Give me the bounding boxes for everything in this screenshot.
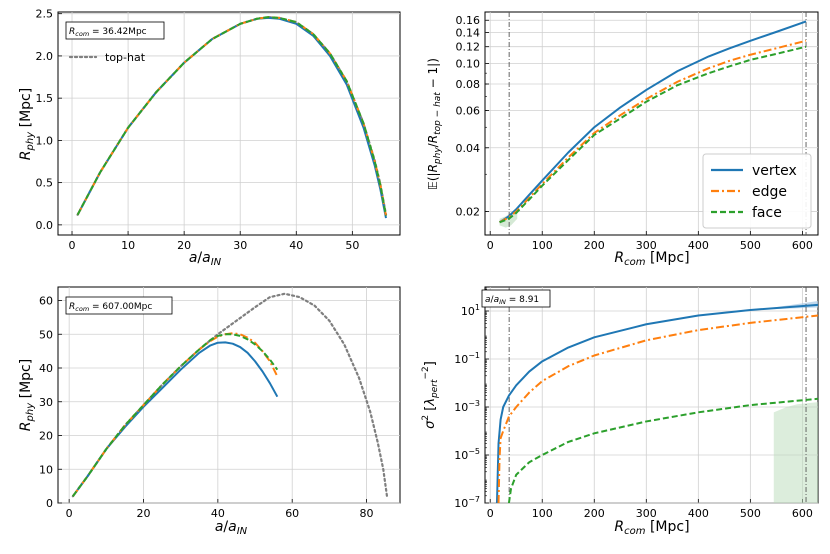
y-tick-label: 0 [46, 497, 53, 510]
series-line-vertex [499, 20, 807, 224]
x-axis-label: a/aIN [215, 519, 248, 537]
x-tick-label: 300 [636, 507, 657, 520]
x-tick-label: 500 [740, 239, 761, 252]
annotation-box: Rcom = 36.42Mpc [65, 21, 165, 40]
x-tick-label: 10 [121, 239, 135, 252]
y-tick-label: 10−5 [454, 447, 480, 462]
y-tick-label: 30 [39, 396, 53, 409]
legend-face-label: face [752, 205, 782, 221]
svg-text:a/aIN = 8.91: a/aIN = 8.91 [485, 295, 539, 306]
y-axis-label: Rphy [Mpc] [18, 88, 36, 160]
series-line-edge [76, 16, 387, 216]
x-tick-label: 500 [740, 507, 761, 520]
x-tick-label: 100 [532, 507, 553, 520]
y-tick-label: 0.5 [36, 177, 54, 190]
axes-frame [484, 11, 819, 236]
x-tick-label: 300 [636, 239, 657, 252]
series-line-vertex [495, 303, 818, 503]
y-tick-label: 40 [39, 362, 53, 375]
uncertainty-band-face [773, 402, 818, 503]
y-tick-label: 0.10 [456, 57, 481, 70]
y-tick-label: 1.0 [36, 134, 54, 147]
x-tick-label: 60 [285, 507, 299, 520]
y-tick-label: 2.0 [36, 50, 54, 63]
y-tick-label: 101 [461, 303, 480, 318]
y-tick-label: 60 [39, 295, 53, 308]
y-tick-label: 0.0 [36, 219, 54, 232]
legend: top-hat [68, 51, 146, 64]
x-axis-label: Rcom [Mpc] [614, 250, 689, 268]
x-tick-label: 0 [69, 239, 76, 252]
series-line-face [72, 333, 279, 497]
y-axis-label: Rphy [Mpc] [18, 359, 36, 431]
y-tick-label: 1.5 [36, 92, 54, 105]
legend-edge-label: edge [752, 184, 787, 200]
x-tick-label: 30 [233, 239, 247, 252]
y-axis-label: σ2 [λpert−2] [421, 361, 440, 429]
y-tick-label: 10−1 [454, 351, 480, 366]
series-line-vertex [76, 16, 387, 219]
x-tick-label: 80 [360, 507, 374, 520]
svg-text:Rcom = 607.00Mpc: Rcom = 607.00Mpc [69, 302, 152, 313]
y-tick-label: 20 [39, 430, 53, 443]
svg-text:Rcom = 36.42Mpc: Rcom = 36.42Mpc [69, 27, 147, 38]
y-tick-label: 10−7 [454, 495, 480, 510]
y-tick-label: 0.04 [456, 142, 481, 155]
y-tick-label: 0.12 [456, 41, 481, 54]
x-tick-label: 600 [792, 239, 813, 252]
legend-frame [702, 153, 812, 229]
annotation-box: a/aIN = 8.91 [481, 289, 551, 308]
y-tick-label: 0.16 [456, 14, 481, 27]
x-tick-label: 600 [792, 507, 813, 520]
panel-bottom-right: 0 100 200 300 400 500 600 10−7 10−5 10−3 10−1 101 a… [421, 286, 819, 537]
y-tick-label: 0.14 [456, 27, 481, 40]
series-line-edge [497, 314, 818, 503]
series-line-tophat [76, 15, 388, 216]
y-tick-label: 2.5 [36, 8, 54, 21]
x-tick-label: 200 [584, 507, 605, 520]
annotation-box: Rcom = 607.00Mpc [65, 296, 173, 315]
x-tick-label: 400 [688, 239, 709, 252]
x-tick-label: 0 [66, 507, 73, 520]
series-line-edge [499, 39, 807, 224]
x-tick-label: 0 [487, 239, 494, 252]
y-axis-label: 𝔼(|Rphy/Rtop − hat − 1|) [426, 58, 443, 190]
x-tick-label: 50 [345, 239, 359, 252]
x-axis-label: a/aIN [189, 250, 222, 268]
x-tick-label: 100 [532, 239, 553, 252]
y-tick-label: 0.08 [456, 78, 481, 91]
legend-tophat-label: top-hat [105, 51, 146, 64]
x-tick-label: 0 [487, 507, 494, 520]
panel-top-left: 0 10 20 30 40 50 0.0 0.5 1.0 1.5 2.0 2.5 Rcom = 36.… [18, 8, 401, 268]
panel-top-right: 0 100 200 300 400 500 600 0.02 0.04 0.06 0.08 0.10 0… [426, 11, 819, 268]
series-line-face [507, 397, 818, 503]
y-tick-label: 10 [39, 463, 53, 476]
x-tick-label: 40 [211, 507, 225, 520]
legend: vertex edge face [702, 153, 812, 229]
plot-area: 0 100 200 300 400 500 600 10−7 10−5 10−3 10−1 101 [454, 287, 818, 520]
axes-frame [57, 11, 401, 236]
legend-vertex-label: vertex [752, 163, 797, 179]
y-tick-label: 0.06 [456, 104, 481, 117]
series-line-face [76, 16, 387, 216]
y-tick-label: 10−3 [454, 399, 480, 414]
plot-area: 0 100 200 300 400 500 600 0.02 0.04 0.06 0.08 0.10 0… [456, 12, 818, 252]
x-tick-label: 40 [289, 239, 303, 252]
y-tick-label: 0.02 [456, 206, 481, 219]
x-tick-label: 20 [137, 507, 151, 520]
x-axis-label: Rcom [Mpc] [614, 519, 689, 537]
series-line-edge [72, 332, 279, 497]
series-line-vertex [72, 341, 279, 497]
y-tick-label: 50 [39, 328, 53, 341]
x-tick-label: 200 [584, 239, 605, 252]
axes-frame [57, 286, 401, 504]
x-tick-label: 400 [688, 507, 709, 520]
axes-frame [484, 286, 819, 504]
series-line-tophat [71, 292, 389, 498]
x-tick-label: 20 [177, 239, 191, 252]
plot-area: 0 10 20 30 40 50 0.0 0.5 1.0 1.5 2.0 2.5 [36, 8, 400, 252]
plot-area: 0 20 40 60 80 0 10 20 30 40 50 60 [39, 287, 400, 520]
